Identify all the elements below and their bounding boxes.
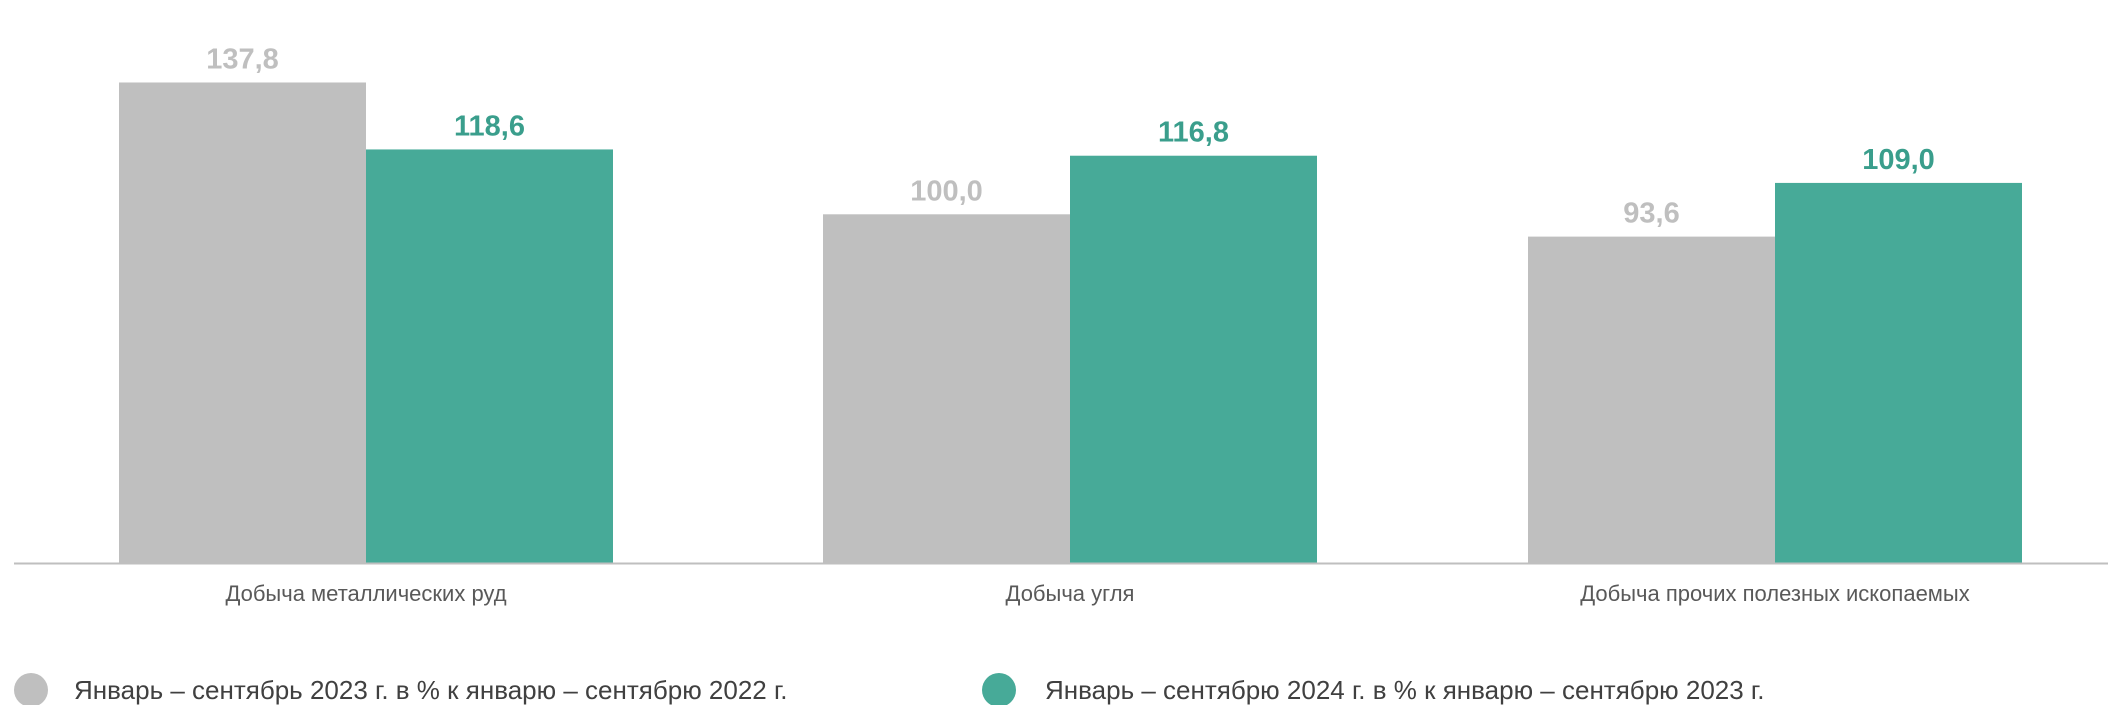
bar-series-1-category-1 bbox=[119, 82, 366, 564]
legend-marker-series-1 bbox=[14, 673, 48, 705]
category-label-2: Добыча угля bbox=[1006, 581, 1135, 606]
category-labels-layer: Добыча металлических руд Добыча угля Добыч… bbox=[225, 581, 1969, 606]
value-labels-layer: 137,8 118,6 100,0 116,8 93,6 109,0 bbox=[206, 43, 1935, 229]
data-label-series-1-category-3: 93,6 bbox=[1623, 198, 1679, 230]
legend: Январь – сентябрь 2023 г. в % к январю –… bbox=[14, 673, 1764, 705]
legend-marker-series-2 bbox=[982, 673, 1016, 705]
data-label-series-1-category-2: 100,0 bbox=[910, 175, 983, 207]
bar-series-1-category-3 bbox=[1528, 236, 1775, 563]
category-label-3: Добыча прочих полезных ископаемых bbox=[1580, 581, 1970, 606]
bar-series-2-category-2 bbox=[1070, 155, 1317, 564]
legend-label-series-1: Январь – сентябрь 2023 г. в % к январю –… bbox=[74, 675, 788, 705]
legend-label-series-2: Январь – сентябрю 2024 г. в % к январю –… bbox=[1045, 675, 1764, 705]
data-label-series-2-category-1: 118,6 bbox=[454, 110, 525, 142]
data-label-series-2-category-3: 109,0 bbox=[1862, 144, 1935, 176]
bar-series-2-category-1 bbox=[366, 149, 613, 563]
data-label-series-1-category-1: 137,8 bbox=[206, 43, 279, 75]
bar-series-1-category-2 bbox=[823, 214, 1070, 564]
category-label-1: Добыча металлических руд bbox=[225, 581, 506, 606]
bars-layer bbox=[119, 82, 2022, 564]
data-label-series-2-category-2: 116,8 bbox=[1158, 117, 1229, 149]
bar-series-2-category-3 bbox=[1775, 182, 2022, 564]
